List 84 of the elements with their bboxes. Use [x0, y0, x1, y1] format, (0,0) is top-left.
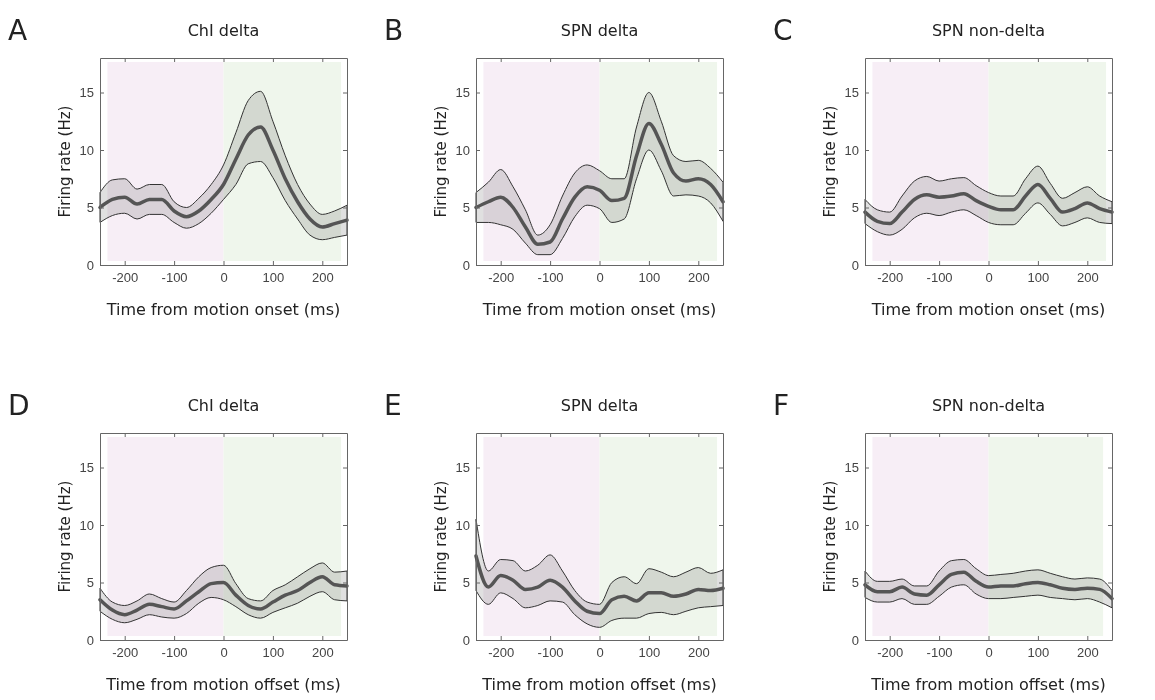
y-tick-label: 10 — [79, 517, 94, 533]
x-axis-title: Time from motion offset (ms) — [481, 675, 717, 694]
x-tick-label: 100 — [1027, 645, 1050, 661]
x-tick-label: 0 — [985, 645, 993, 661]
y-tick-label: 0 — [462, 257, 470, 273]
y-tick-label: 15 — [844, 460, 859, 476]
x-axis-title: Time from motion offset (ms) — [870, 675, 1106, 694]
x-tick-label: 200 — [1076, 645, 1099, 661]
y-axis-title: Firing rate (Hz) — [821, 105, 839, 218]
x-tick-label: 0 — [220, 645, 228, 661]
y-tick-label: 5 — [462, 200, 470, 216]
chart-title: SPN non-delta — [931, 396, 1046, 415]
x-tick-label: -200 — [877, 645, 904, 661]
y-tick-label: 15 — [455, 85, 470, 101]
y-tick-label: 0 — [462, 632, 470, 648]
line-series — [863, 182, 1114, 226]
x-tick-label: -200 — [112, 645, 139, 661]
y-tick-label: 0 — [851, 257, 859, 273]
chart-title: SPN delta — [560, 21, 639, 40]
x-tick-label: -200 — [488, 645, 515, 661]
y-tick-label: 0 — [86, 632, 94, 648]
x-tick-label: 0 — [985, 270, 993, 286]
x-tick-label: 100 — [262, 270, 285, 286]
y-tick-label: 5 — [851, 200, 859, 216]
x-tick-label: 200 — [687, 645, 710, 661]
text: C — [773, 14, 793, 47]
x-tick-label: 100 — [262, 645, 285, 661]
x-tick-label: -100 — [926, 645, 953, 661]
y-axis-title: Firing rate (Hz) — [821, 480, 839, 593]
x-tick-label: -200 — [112, 270, 139, 286]
x-axis-title: Time from motion onset (ms) — [105, 300, 341, 319]
x-tick-label: 200 — [311, 270, 334, 286]
text: D — [8, 389, 30, 422]
y-tick-label: 10 — [844, 517, 859, 533]
line-series — [98, 575, 349, 617]
x-tick-label: 100 — [638, 645, 661, 661]
text: F — [773, 389, 790, 422]
y-tick-label: 10 — [844, 142, 859, 158]
x-tick-label: 0 — [220, 270, 228, 286]
y-tick-label: 5 — [86, 575, 94, 591]
y-tick-label: 0 — [851, 632, 859, 648]
x-tick-label: 200 — [687, 270, 710, 286]
x-axis-title: Time from motion onset (ms) — [870, 300, 1106, 319]
x-tick-label: 0 — [596, 645, 604, 661]
chart-title: ChI delta — [187, 21, 260, 40]
x-tick-label: -100 — [926, 270, 953, 286]
x-tick-label: 200 — [1076, 270, 1099, 286]
y-axis-title: Firing rate (Hz) — [432, 105, 450, 218]
y-axis-title: Firing rate (Hz) — [56, 105, 74, 218]
line-series — [474, 121, 725, 247]
y-tick-label: 15 — [79, 460, 94, 476]
y-axis-title: Firing rate (Hz) — [56, 480, 74, 593]
line-series — [98, 125, 349, 229]
x-tick-label: 200 — [311, 645, 334, 661]
y-axis-title: Firing rate (Hz) — [432, 480, 450, 593]
y-tick-label: 0 — [86, 257, 94, 273]
y-tick-label: 10 — [455, 517, 470, 533]
text: A — [8, 14, 28, 47]
chart-title: SPN non-delta — [931, 21, 1046, 40]
x-tick-label: 100 — [1027, 270, 1050, 286]
x-tick-label: 100 — [638, 270, 661, 286]
line-series — [863, 570, 1114, 601]
x-tick-label: -100 — [537, 270, 564, 286]
x-tick-label: -200 — [488, 270, 515, 286]
x-axis-title: Time from motion offset (ms) — [105, 675, 341, 694]
y-tick-label: 15 — [455, 460, 470, 476]
text: B — [384, 14, 404, 47]
y-tick-label: 10 — [79, 142, 94, 158]
y-tick-label: 5 — [851, 575, 859, 591]
x-tick-label: -100 — [161, 645, 188, 661]
y-tick-label: 5 — [86, 200, 94, 216]
x-axis-title: Time from motion onset (ms) — [481, 300, 717, 319]
text: E — [384, 389, 402, 422]
x-tick-label: -200 — [877, 270, 904, 286]
x-tick-label: -100 — [537, 645, 564, 661]
chart-title: SPN delta — [560, 396, 639, 415]
chart-title: ChI delta — [187, 396, 260, 415]
y-tick-label: 10 — [455, 142, 470, 158]
x-tick-label: -100 — [161, 270, 188, 286]
y-tick-label: 15 — [844, 85, 859, 101]
y-tick-label: 5 — [462, 575, 470, 591]
x-tick-label: 0 — [596, 270, 604, 286]
line-series — [474, 554, 725, 616]
y-tick-label: 15 — [79, 85, 94, 101]
